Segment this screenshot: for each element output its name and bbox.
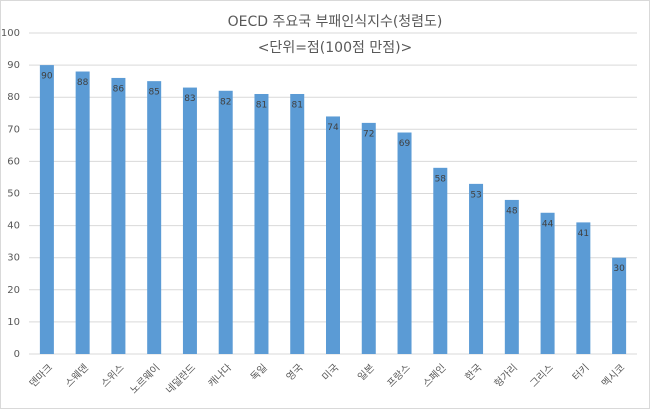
y-tick-label: 40 — [7, 221, 20, 232]
data-label: 81 — [256, 100, 267, 110]
bar — [612, 257, 627, 354]
bar — [397, 132, 412, 354]
data-label: 41 — [578, 229, 589, 239]
data-label: 83 — [184, 94, 195, 104]
y-tick-label: 10 — [7, 317, 20, 328]
chart-title: OECD 주요국 부패인식지수(청렴도) — [228, 14, 443, 30]
data-label: 30 — [613, 264, 625, 274]
data-label: 88 — [77, 78, 89, 88]
data-label: 82 — [220, 97, 231, 107]
bar — [75, 71, 90, 355]
data-label: 86 — [113, 84, 125, 94]
bar — [290, 93, 305, 355]
y-tick-label: 50 — [7, 189, 20, 200]
data-label: 85 — [148, 88, 159, 98]
bar — [576, 222, 591, 354]
bar — [147, 81, 162, 355]
bar — [218, 90, 233, 354]
bar — [111, 77, 126, 354]
bar — [433, 167, 448, 354]
data-label: 72 — [363, 129, 374, 139]
data-label: 90 — [41, 72, 53, 82]
data-label: 53 — [470, 190, 481, 200]
data-label: 48 — [506, 206, 518, 216]
data-label: 81 — [292, 100, 303, 110]
data-label: 74 — [327, 123, 339, 133]
data-label: 44 — [542, 219, 554, 229]
bar — [326, 116, 340, 355]
y-tick-label: 90 — [7, 60, 20, 71]
y-tick-label: 0 — [14, 349, 20, 360]
y-tick-label: 60 — [7, 156, 20, 167]
chart-subtitle: <단위=점(100점 만점)> — [258, 40, 413, 56]
bar — [469, 183, 484, 354]
bar — [182, 87, 197, 354]
y-tick-label: 70 — [7, 124, 20, 135]
bar — [361, 122, 376, 354]
data-label: 58 — [435, 174, 447, 184]
bar — [540, 212, 555, 354]
bar — [254, 93, 269, 355]
data-label: 69 — [399, 139, 411, 149]
bar — [39, 65, 54, 354]
bar — [504, 199, 519, 354]
y-tick-label: 30 — [7, 253, 20, 264]
y-tick-label: 80 — [7, 92, 20, 103]
y-tick-label: 20 — [7, 285, 20, 296]
y-tick-label: 100 — [1, 28, 20, 39]
